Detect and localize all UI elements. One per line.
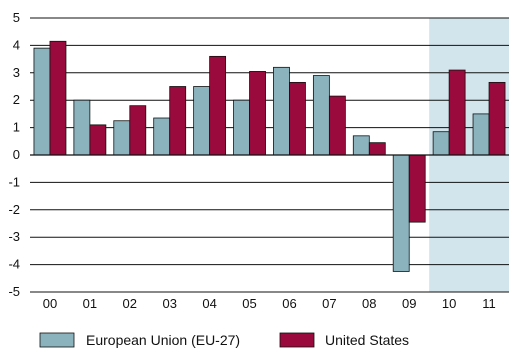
bar-eu-01 xyxy=(73,99,91,156)
legend-swatch xyxy=(279,332,315,348)
bar-eu-00 xyxy=(33,47,51,156)
bar-us-08 xyxy=(368,142,386,156)
bar-eu-10 xyxy=(432,131,450,156)
y-tick-label: -1 xyxy=(8,174,20,189)
y-tick-label: 4 xyxy=(13,37,20,52)
bar-eu-07 xyxy=(312,75,330,156)
y-tick-label: 2 xyxy=(13,92,20,107)
x-tick-label: 00 xyxy=(43,296,57,311)
y-tick-labels: 5 4 3 2 1 0 -1 -2 -3 -4 -5 xyxy=(8,10,20,299)
bar-us-03 xyxy=(169,86,187,156)
legend: European Union (EU-27) United States xyxy=(39,332,409,348)
bar-us-04 xyxy=(209,55,227,156)
x-tick-label: 06 xyxy=(282,296,296,311)
y-tick-label: 1 xyxy=(13,120,20,135)
bar-eu-04 xyxy=(193,86,211,156)
bar-us-05 xyxy=(249,71,266,156)
x-tick-label: 10 xyxy=(442,296,456,311)
bar-us-02 xyxy=(129,105,147,156)
y-tick-label: -4 xyxy=(8,257,20,272)
bar-us-07 xyxy=(328,95,346,156)
bar-eu-11 xyxy=(472,113,490,156)
bar-us-06 xyxy=(289,81,306,156)
x-tick-label: 08 xyxy=(362,296,376,311)
y-tick-label: -5 xyxy=(8,284,20,299)
bar-eu-06 xyxy=(273,66,290,156)
bar-eu-02 xyxy=(113,120,131,156)
bar-us-01 xyxy=(89,124,107,156)
bar-us-09 xyxy=(408,154,426,223)
x-tick-labels: 00 01 02 03 04 05 06 07 08 09 10 11 xyxy=(43,296,496,311)
bar-eu-03 xyxy=(153,117,171,156)
y-tick-label: -2 xyxy=(8,202,20,217)
bar-us-00 xyxy=(49,40,67,156)
x-tick-label: 05 xyxy=(242,296,256,311)
x-tick-label: 04 xyxy=(202,296,216,311)
x-tick-label: 02 xyxy=(123,296,137,311)
bar-us-11 xyxy=(488,81,506,156)
x-tick-label: 09 xyxy=(402,296,416,311)
legend-label: United States xyxy=(325,332,409,348)
x-tick-label: 03 xyxy=(162,296,176,311)
x-tick-label: 11 xyxy=(482,296,496,311)
bar-eu-05 xyxy=(233,99,250,156)
y-tick-label: 5 xyxy=(13,10,20,25)
bar-eu-08 xyxy=(352,135,370,156)
y-tick-label: -3 xyxy=(8,229,20,244)
y-tick-label: 3 xyxy=(13,65,20,80)
x-tick-label: 07 xyxy=(322,296,336,311)
legend-swatch xyxy=(39,332,75,348)
bar-eu-09 xyxy=(392,154,410,272)
gridlines xyxy=(30,17,509,293)
x-tick-label: 01 xyxy=(83,296,97,311)
legend-label: European Union (EU-27) xyxy=(86,332,240,348)
bar-us-10 xyxy=(448,69,466,156)
y-tick-label: 0 xyxy=(13,147,20,162)
